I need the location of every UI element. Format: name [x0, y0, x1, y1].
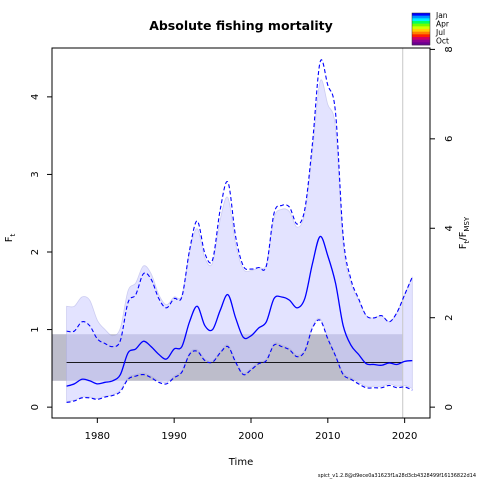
x-tick-label: 2010: [315, 431, 340, 442]
legend-color-swatch: [412, 13, 430, 16]
y-tick-label: 2: [30, 249, 41, 255]
y2-tick-label: 4: [444, 225, 455, 231]
y2-tick-label: 6: [444, 136, 455, 142]
legend-color-swatch: [412, 39, 430, 43]
x-tick-label: 1990: [161, 431, 186, 442]
f-confidence-region: [66, 79, 413, 403]
legend-label: Oct: [436, 37, 449, 46]
y-axis: 0 1 2 3 4: [30, 94, 52, 410]
y-tick-label: 3: [30, 171, 41, 177]
f-lower-ci-line: [66, 319, 413, 404]
plot-area: [51, 47, 431, 419]
legend-color-swatch: [412, 23, 430, 27]
footnote: spict_v1.2.8@d9ece0a31623f1a28d3cb432849…: [318, 473, 476, 479]
legend-label: Jan: [435, 11, 448, 20]
y2-tick-label: 0: [444, 404, 455, 410]
fmsy-band-overlap: [52, 334, 403, 381]
y2-axis-label-main: F: [458, 243, 469, 249]
x-axis-label: Time: [228, 457, 253, 468]
x-tick-label: 2020: [392, 431, 417, 442]
y-axis-label-main: F: [4, 236, 15, 242]
y2-axis-label-sub2: MSY: [463, 216, 471, 231]
y-axis-label-sub: t: [9, 233, 17, 236]
chart-title: Absolute fishing mortality: [149, 18, 333, 33]
legend-color-swatch: [412, 37, 430, 40]
legend-color-swatch: [412, 26, 430, 30]
legend-color-swatch: [412, 18, 430, 22]
y2-axis-label-sub1: t: [463, 240, 471, 243]
legend-label: Apr: [436, 20, 450, 29]
legend-color-swatch: [412, 34, 430, 38]
f-upper-ci-line: [66, 59, 413, 348]
plot-frame: [51, 47, 431, 419]
legend-label: Jul: [435, 28, 445, 37]
legend-color-swatch: [412, 42, 430, 46]
legend-color-swatch: [412, 31, 430, 35]
y-tick-label: 1: [30, 326, 41, 332]
f-estimate-line: [66, 235, 413, 387]
legend-color-swatch: [412, 29, 430, 32]
legend-color-swatch: [412, 15, 430, 19]
y-tick-label: 0: [30, 404, 41, 410]
legend-color-swatch: [412, 21, 430, 24]
y2-tick-label: 2: [444, 315, 455, 321]
y2-tick-label: 8: [444, 46, 455, 52]
y2-axis-label-mid: /F: [458, 231, 469, 240]
y2-axis: 0 2 4 6 8: [430, 46, 455, 410]
y-tick-label: 4: [30, 94, 41, 100]
y2-axis-label: Ft/FMSY: [458, 216, 471, 249]
x-tick-label: 2000: [238, 431, 263, 442]
legend-frame: [411, 12, 431, 46]
x-tick-label: 1980: [85, 431, 110, 442]
y-axis-label: Ft: [4, 233, 17, 242]
x-axis: 1980 1990 2000 2010 2020: [85, 418, 417, 442]
